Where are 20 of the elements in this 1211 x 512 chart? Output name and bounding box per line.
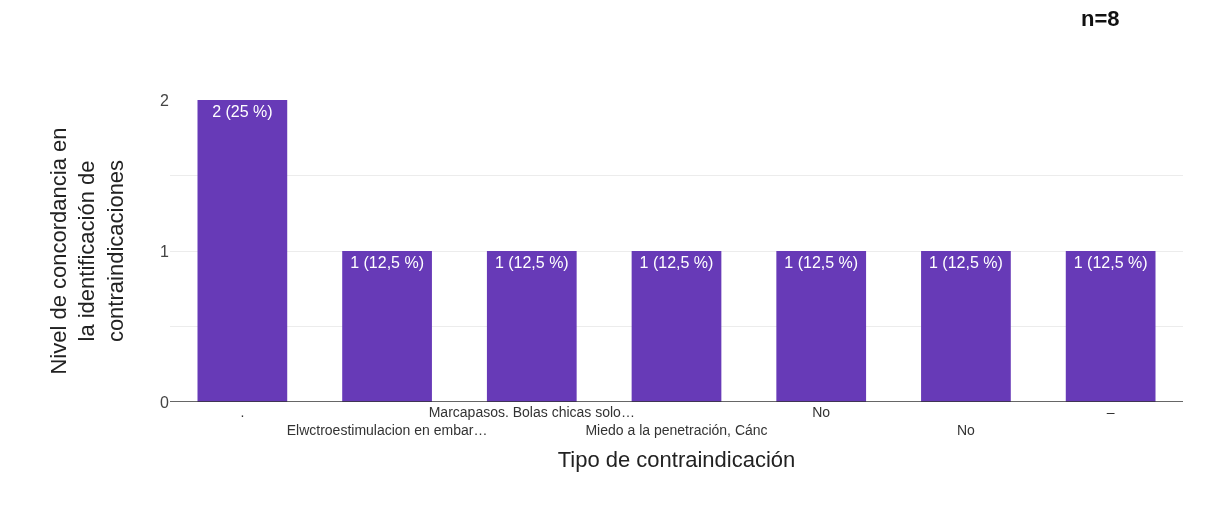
data-label: 1 (12,5 %)	[639, 254, 714, 271]
data-label: 1 (12,5 %)	[929, 254, 1003, 271]
x-tick-label: .	[240, 404, 245, 420]
x-tick-label: Miedo a la penetración, Cánc	[585, 422, 768, 439]
data-label: 1 (12,5 %)	[1073, 254, 1148, 271]
data-label: 1 (12,5 %)	[784, 254, 859, 271]
x-tick-label: Elwctroestimulacion en embar…	[286, 422, 488, 439]
x-tick-label: –	[1106, 404, 1115, 420]
chart-title: n=8	[1081, 6, 1120, 31]
x-tick-label: No	[956, 422, 976, 439]
data-label: 2 (25 %)	[212, 103, 273, 120]
y-tick-label: 0	[160, 393, 170, 411]
data-label: 1 (12,5 %)	[350, 254, 424, 271]
y-tick-label: 1	[160, 242, 170, 260]
x-tick-label: No	[812, 404, 831, 420]
y-tick-label: 2	[160, 91, 170, 109]
x-tick-label: Marcapasos. Bolas chicas solo…	[428, 404, 635, 420]
y-axis-title: Nivel de concordancia en la identificación de contraindicaciones	[45, 127, 128, 375]
x-axis-title: Tipo de contraindicación	[557, 447, 796, 473]
data-label: 1 (12,5 %)	[494, 254, 569, 271]
